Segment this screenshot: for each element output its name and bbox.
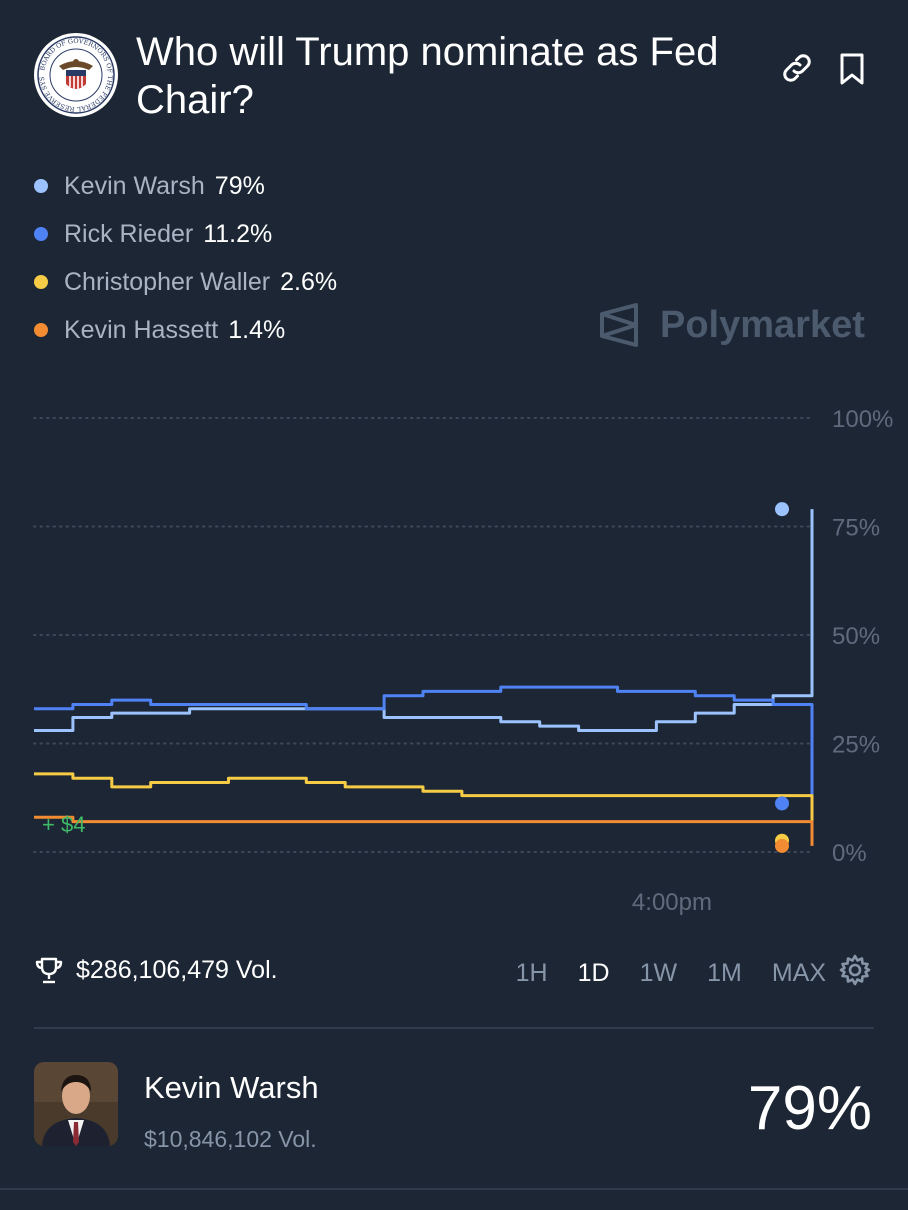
legend-item-kevin-hassett: Kevin Hassett 1.4%: [34, 306, 337, 354]
legend-item-kevin-warsh: Kevin Warsh 79%: [34, 162, 337, 210]
y-tick-label: 75%: [832, 515, 880, 542]
chart-series: [34, 509, 814, 846]
total-volume-text: $286,106,479 Vol.: [76, 955, 278, 984]
legend-dot: [34, 323, 48, 337]
copy-link-button[interactable]: [777, 48, 817, 88]
candidate-probability: 79%: [747, 1074, 872, 1143]
range-max-button[interactable]: MAX: [771, 959, 826, 987]
legend-dot: [34, 275, 48, 289]
series-line-kevin-hassett: [34, 815, 814, 846]
range-1d-button[interactable]: 1D: [577, 959, 610, 987]
legend-name: Christopher Waller: [64, 267, 271, 296]
y-tick-label: 100%: [832, 406, 893, 433]
section-divider: [34, 1027, 874, 1029]
candidate-name[interactable]: Kevin Warsh: [144, 1070, 319, 1105]
bookmark-icon: [840, 53, 864, 85]
y-axis-ticks: 0% 25% 50% 75% 100%: [832, 406, 893, 867]
chart-legend: Kevin Warsh 79% Rick Rieder 11.2% Christ…: [34, 162, 337, 354]
chart-grid: [33, 417, 813, 853]
series-line-rick-rieder: [34, 685, 814, 804]
y-tick-label: 0%: [832, 840, 867, 867]
time-range-selector: 1H 1D 1W 1M MAX: [486, 953, 872, 994]
polymarket-logo-icon: [600, 303, 638, 347]
y-tick-label: 25%: [832, 732, 880, 759]
bookmark-button[interactable]: [832, 48, 872, 88]
series-line-kevin-warsh: [34, 509, 814, 732]
market-title: Who will Trump nominate as Fed Chair?: [136, 30, 719, 122]
legend-pct: 2.6%: [280, 267, 338, 296]
legend-pct: 79%: [214, 171, 265, 200]
series-end-dot-kevin-hassett: [775, 838, 789, 853]
x-axis-ticks: 4:00pm: [632, 889, 712, 916]
watermark-text: Polymarket: [660, 303, 865, 346]
legend-name: Kevin Warsh: [64, 171, 205, 200]
legend-name: Rick Rieder: [64, 219, 194, 248]
gear-icon: [839, 954, 871, 986]
price-chart[interactable]: 0% 25% 50% 75% 100% 4:00pm + $4: [0, 390, 908, 920]
legend-item-rick-rieder: Rick Rieder 11.2%: [34, 210, 337, 258]
range-1w-button[interactable]: 1W: [639, 959, 678, 987]
chart-settings-button[interactable]: [838, 953, 872, 994]
legend-dot: [34, 227, 48, 241]
legend-pct: 1.4%: [228, 315, 286, 344]
total-volume: $286,106,479 Vol.: [34, 955, 278, 985]
link-icon: [783, 54, 811, 82]
range-1m-button[interactable]: 1M: [707, 959, 742, 987]
legend-dot: [34, 179, 48, 193]
legend-item-christopher-waller: Christopher Waller 2.6%: [34, 258, 337, 306]
legend-pct: 11.2%: [203, 219, 273, 248]
series-end-dot-kevin-warsh: [775, 502, 789, 517]
fed-seal-logo: BOARD OF GOVERNORS OF THE FEDERAL RESERV…: [30, 26, 119, 118]
range-1h-button[interactable]: 1H: [515, 959, 548, 987]
y-tick-label: 50%: [832, 623, 880, 650]
candidate-volume: $10,846,102 Vol.: [144, 1126, 317, 1152]
legend-name: Kevin Hassett: [64, 315, 219, 344]
pnl-label: + $4: [42, 812, 85, 837]
x-tick-label: 4:00pm: [632, 889, 712, 916]
series-end-dot-rick-rieder: [775, 796, 789, 811]
polymarket-watermark: Polymarket: [598, 302, 865, 348]
candidate-avatar[interactable]: [34, 1062, 118, 1146]
next-outcome-card[interactable]: [0, 1188, 908, 1210]
trophy-icon: [35, 957, 63, 984]
chart-end-dots: [775, 502, 789, 853]
series-line-christopher-waller: [34, 772, 814, 841]
